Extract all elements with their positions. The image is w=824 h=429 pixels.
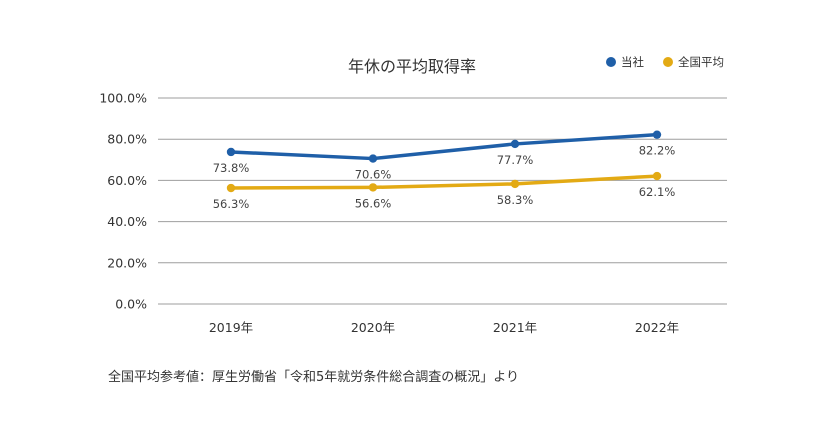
- data-point: [510, 139, 520, 149]
- data-point: [652, 171, 662, 181]
- chart-gridlines: [158, 97, 727, 305]
- series-national-average: 56.3% 56.6% 58.3% 62.1%: [213, 171, 676, 211]
- y-tick-label: 60.0%: [107, 173, 147, 188]
- legend-label: 全国平均: [678, 55, 724, 69]
- data-label: 58.3%: [497, 193, 534, 207]
- chart-series: 73.8% 70.6% 77.7% 82.2% 56.3% 56.6% 58.3% 62.1%: [213, 130, 676, 211]
- x-axis: 2019年 2020年 2021年 2022年: [209, 320, 679, 335]
- legend-item: 当社: [606, 55, 644, 69]
- x-tick-label: 2020年: [351, 320, 395, 335]
- legend-label: 当社: [621, 55, 644, 69]
- chart-legend: 当社 全国平均: [606, 55, 724, 69]
- chart-title: 年休の平均取得率: [348, 57, 476, 76]
- y-tick-label: 0.0%: [115, 297, 147, 312]
- data-point: [226, 147, 236, 157]
- data-point: [226, 183, 236, 193]
- legend-marker: [663, 57, 673, 67]
- legend-marker: [606, 57, 616, 67]
- series-line: [229, 132, 659, 161]
- x-tick-label: 2022年: [635, 320, 679, 335]
- y-axis: 0.0% 20.0% 40.0% 60.0% 80.0% 100.0%: [99, 91, 147, 312]
- data-label: 56.3%: [213, 197, 250, 211]
- y-tick-label: 20.0%: [107, 255, 147, 270]
- data-label: 62.1%: [639, 185, 676, 199]
- data-point: [510, 179, 520, 189]
- data-label: 82.2%: [639, 144, 676, 158]
- data-point: [368, 154, 378, 163]
- y-tick-label: 40.0%: [107, 214, 147, 229]
- x-tick-label: 2019年: [209, 320, 253, 335]
- legend-item: 全国平均: [663, 55, 724, 69]
- data-point: [368, 183, 378, 192]
- source-note: 全国平均参考値：厚生労働省「令和5年就労条件総合調査の概況」より: [108, 370, 520, 385]
- data-point: [652, 130, 662, 139]
- data-label: 73.8%: [213, 161, 250, 175]
- x-tick-label: 2021年: [493, 320, 537, 335]
- y-tick-label: 80.0%: [107, 132, 147, 147]
- data-label: 70.6%: [355, 168, 392, 182]
- data-label: 77.7%: [497, 153, 534, 167]
- data-label: 56.6%: [355, 196, 392, 210]
- y-tick-label: 100.0%: [99, 91, 147, 106]
- series-line: [229, 174, 659, 190]
- series-company: 73.8% 70.6% 77.7% 82.2%: [213, 130, 676, 182]
